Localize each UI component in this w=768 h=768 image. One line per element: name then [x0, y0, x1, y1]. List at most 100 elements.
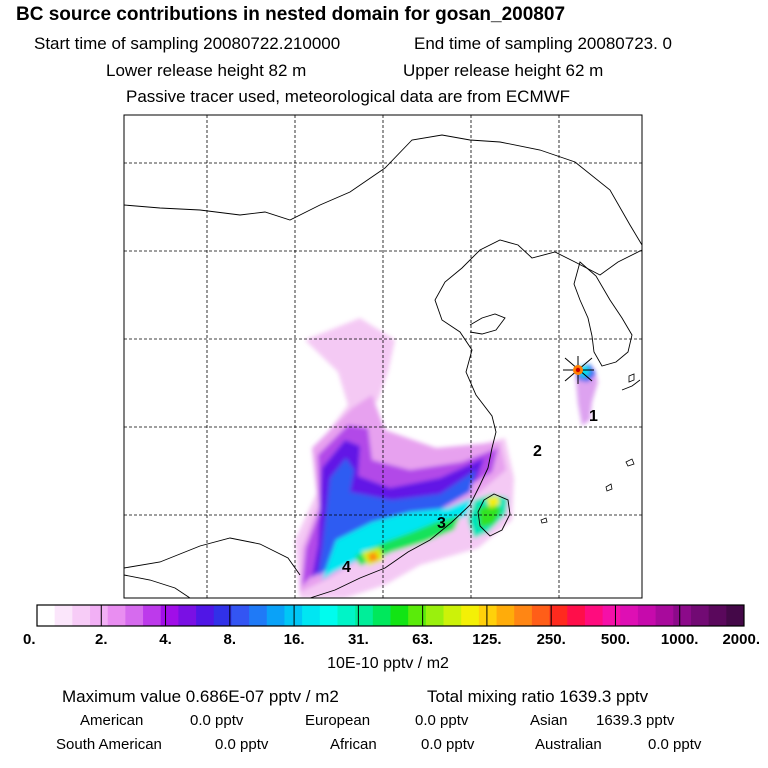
colorbar-tick-label: 4. — [159, 631, 172, 648]
map-title: BC source contributions in nested domain… — [16, 4, 566, 25]
asian-value: 1639.3 pptv — [596, 712, 675, 729]
track-label-2: 2 — [533, 443, 542, 460]
sw-border — [124, 574, 191, 598]
colorbar-swatch — [567, 605, 586, 626]
inner-border-north — [124, 134, 642, 246]
colorbar-tick-label: 250. — [537, 631, 566, 648]
australian-value: 0.0 pptv — [648, 736, 702, 753]
colorbar-swatch — [478, 605, 497, 626]
australian-label: Australian — [535, 736, 602, 753]
track-label-4: 4 — [342, 559, 351, 576]
colorbar-swatch — [620, 605, 639, 626]
colorbar-tick-label: 31. — [348, 631, 369, 648]
colorbar-swatch — [37, 605, 56, 626]
colorbar-swatch — [160, 605, 179, 626]
upper-release-height-label: Upper release height 62 m — [403, 61, 604, 80]
colorbar-swatch — [637, 605, 657, 626]
colorbar-tick-label: 0. — [23, 631, 36, 648]
colorbar-unit-label: 10E-10 pptv / m2 — [327, 655, 449, 672]
track-label-3: 3 — [437, 515, 446, 532]
colorbar — [37, 605, 745, 626]
colorbar-swatch — [425, 605, 444, 626]
colorbar-tick-label: 63. — [412, 631, 433, 648]
colorbar-tick-label: 1000. — [661, 631, 699, 648]
colorbar-swatch — [143, 605, 162, 626]
colorbar-swatch — [496, 605, 515, 626]
track-label-1: 1 — [589, 408, 598, 425]
colorbar-swatch — [337, 605, 356, 626]
colorbar-swatch — [90, 605, 109, 626]
colorbar-swatch — [178, 605, 197, 626]
colorbar-swatch — [231, 605, 250, 626]
end-time-label: End time of sampling 20080723. 0 — [414, 34, 673, 53]
asian-label: Asian — [530, 712, 568, 729]
hainan-coast — [124, 537, 301, 576]
taiwan-yellow-core — [486, 496, 500, 508]
colorbar-swatch — [196, 605, 215, 626]
lower-release-height-label: Lower release height 82 m — [106, 61, 307, 80]
colorbar-swatch — [125, 605, 144, 626]
china-east-coast — [309, 239, 642, 598]
colorbar-swatch — [355, 605, 374, 626]
contribution-field — [295, 318, 598, 598]
korea-peninsula — [573, 261, 633, 367]
receptor-plume-outer — [575, 368, 598, 426]
coastlines — [124, 134, 642, 598]
colorbar-swatch — [284, 605, 303, 626]
japan-islands — [621, 379, 641, 391]
colorbar-tick-label: 2. — [95, 631, 108, 648]
african-label: African — [330, 736, 377, 753]
colorbar-swatch — [302, 605, 321, 626]
shandong-coast — [469, 313, 506, 335]
colorbar-swatch — [655, 605, 674, 626]
african-value: 0.0 pptv — [421, 736, 475, 753]
colorbar-swatch — [602, 605, 621, 626]
south-american-label: South American — [56, 736, 162, 753]
max-value-label: Maximum value 0.686E-07 pptv / m2 — [62, 687, 339, 706]
european-value: 0.0 pptv — [415, 712, 469, 729]
colorbar-tick-label: 125. — [472, 631, 501, 648]
colorbar-swatch — [319, 605, 338, 626]
colorbar-swatch — [726, 605, 745, 626]
colorbar-swatch — [390, 605, 409, 626]
colorbar-tick-labels: 0. 2. 4. 8. 16. 31. 63. 125. 250. 500. 1000. 2000. — [23, 631, 760, 648]
colorbar-swatch — [584, 605, 603, 626]
colorbar-swatch — [514, 605, 533, 626]
european-label: European — [305, 712, 371, 729]
colorbar-tick-label: 2000. — [722, 631, 760, 648]
colorbar-swatch — [249, 605, 268, 626]
colorbar-swatch — [72, 605, 91, 626]
small-islands — [540, 373, 635, 524]
colorbar-tick-label: 500. — [601, 631, 630, 648]
tracer-info-label: Passive tracer used, meteorological data… — [126, 87, 571, 106]
colorbar-tick-label: 16. — [284, 631, 305, 648]
total-mixing-ratio-label: Total mixing ratio 1639.3 pptv — [427, 687, 649, 706]
colorbar-swatch — [690, 605, 710, 626]
american-value: 0.0 pptv — [190, 712, 244, 729]
colorbar-tick-label: 8. — [224, 631, 237, 648]
colorbar-swatch — [213, 605, 232, 626]
coast-orange-core — [368, 552, 378, 562]
map-grid — [124, 115, 642, 598]
colorbar-swatch — [708, 605, 727, 626]
track-labels: 1 2 3 4 — [342, 408, 598, 576]
map-frame — [123, 114, 643, 599]
taiwan-island — [477, 493, 511, 537]
colorbar-swatch — [408, 605, 427, 626]
receptor-marker — [563, 356, 594, 384]
colorbar-swatch — [54, 605, 73, 626]
colorbar-frame — [36, 604, 745, 627]
south-american-value: 0.0 pptv — [215, 736, 269, 753]
colorbar-swatch — [549, 605, 568, 626]
colorbar-swatch — [443, 605, 462, 626]
start-time-label: Start time of sampling 20080722.210000 — [34, 34, 341, 53]
colorbar-swatch — [372, 605, 391, 626]
taiwan-green-core — [478, 504, 502, 528]
colorbar-swatch — [673, 605, 692, 626]
colorbar-swatch — [107, 605, 126, 626]
american-label: American — [80, 712, 144, 729]
colorbar-swatch — [531, 605, 550, 626]
colorbar-swatch — [461, 605, 480, 626]
colorbar-swatch — [266, 605, 285, 626]
